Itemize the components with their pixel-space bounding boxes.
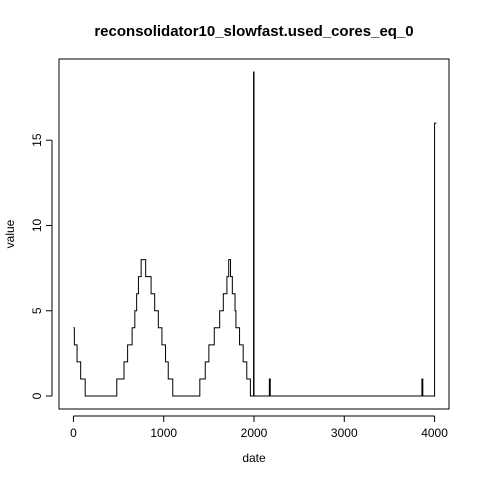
x-tick-label: 0 — [70, 426, 77, 440]
x-axis-label: date — [242, 451, 266, 465]
y-tick-label: 10 — [30, 218, 44, 232]
plot-frame — [58, 58, 450, 410]
chart-title: reconsolidator10_slowfast.used_cores_eq_… — [94, 23, 413, 40]
plot-area — [73, 71, 437, 397]
x-tick-label: 1000 — [150, 426, 177, 440]
x-axis: 0 1000 2000 3000 4000 — [70, 415, 448, 440]
y-tick-label: 5 — [30, 307, 44, 314]
y-tick-label: 15 — [30, 133, 44, 147]
x-tick-label: 3000 — [331, 426, 358, 440]
y-axis: 0 5 10 15 — [30, 133, 53, 399]
x-tick-label: 4000 — [421, 426, 448, 440]
series-line-0 — [73, 71, 437, 397]
y-axis-label: value — [3, 219, 17, 248]
y-tick-label: 0 — [30, 392, 44, 399]
x-tick-label: 2000 — [241, 426, 268, 440]
